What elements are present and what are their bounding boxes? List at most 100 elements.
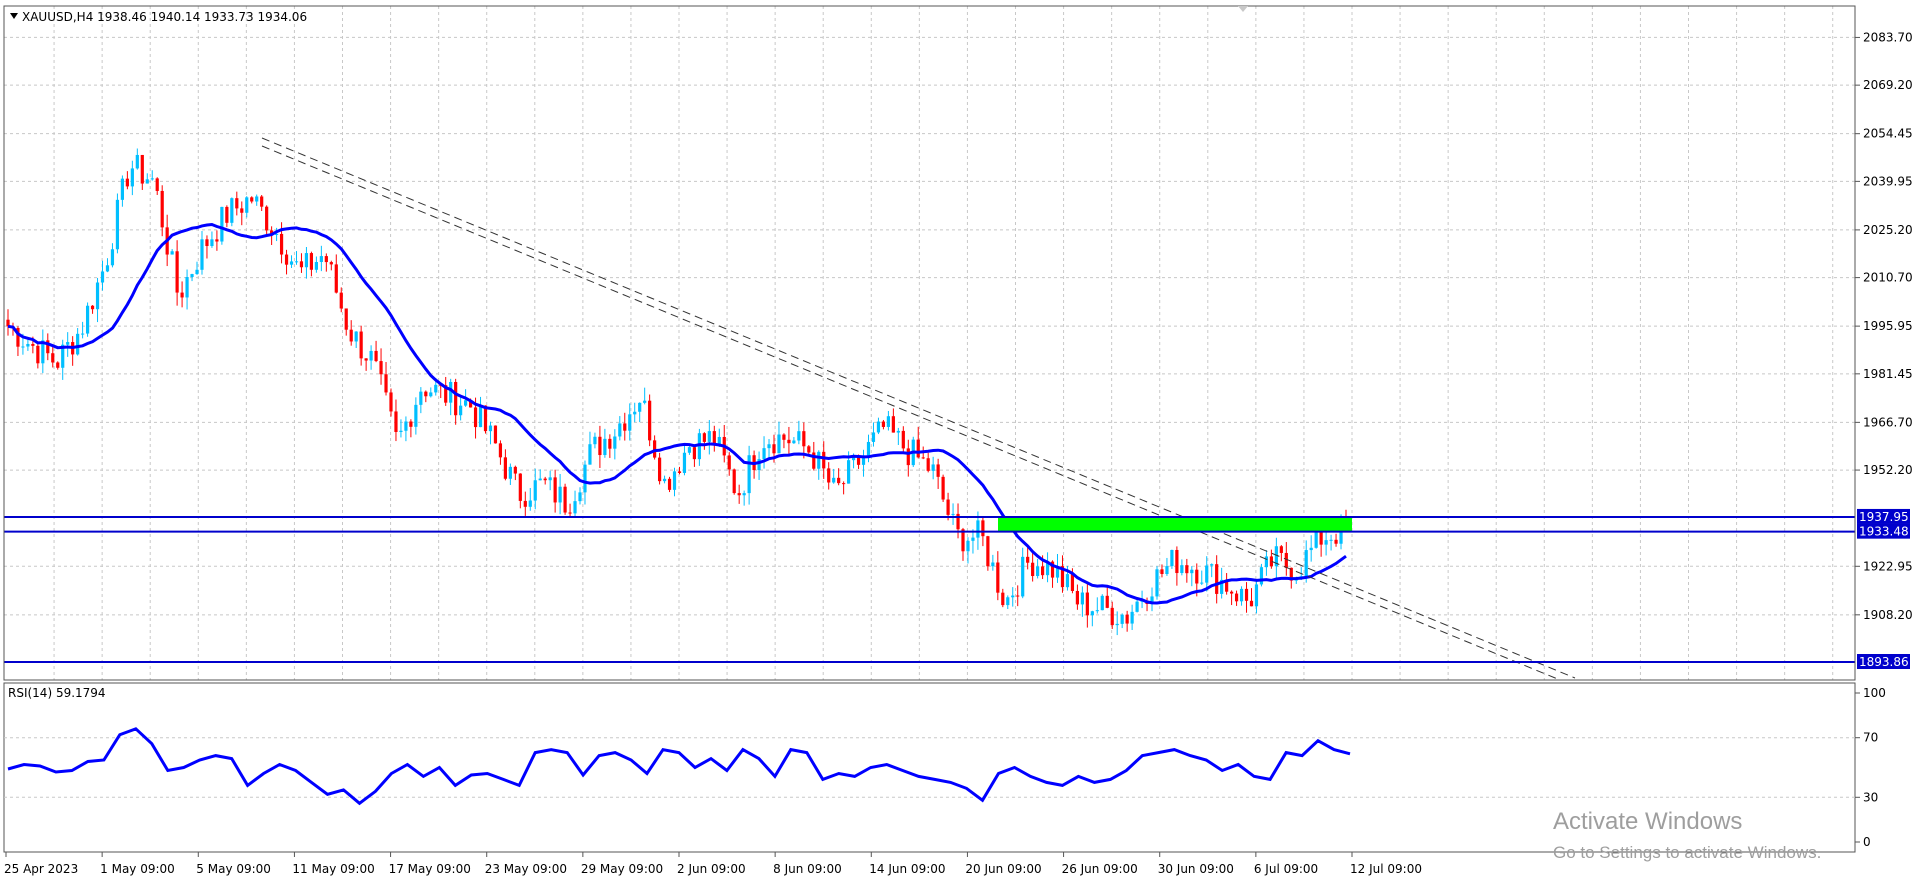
candle-body — [260, 196, 264, 207]
candle-body — [1234, 593, 1239, 602]
candle-body — [762, 448, 766, 460]
candle-body — [334, 264, 338, 293]
candle-body — [643, 400, 647, 403]
candle-body — [1100, 595, 1104, 611]
time-tick-label: 17 May 09:00 — [389, 862, 471, 876]
candle-body — [657, 457, 662, 482]
candle-body — [598, 436, 602, 456]
candle-body — [434, 384, 438, 393]
price-tick-label: 1966.70 — [1863, 415, 1913, 429]
level-price-tag — [1857, 508, 1910, 524]
candle-body — [737, 493, 741, 496]
candle-body — [1269, 556, 1273, 567]
candle-body — [1309, 547, 1313, 551]
candle-body — [1150, 596, 1154, 604]
candle-body — [76, 333, 80, 355]
candle-body — [1254, 584, 1259, 607]
candle-body — [991, 562, 995, 567]
candle-body — [717, 436, 721, 446]
price-tick-label: 1908.20 — [1863, 608, 1913, 622]
candle-body — [16, 328, 20, 347]
candle-body — [1006, 597, 1010, 606]
candle-body — [180, 292, 184, 298]
candle-body — [66, 342, 70, 345]
candle-body — [354, 331, 358, 342]
candle-body — [389, 392, 393, 412]
time-tick-label: 6 Jul 09:00 — [1254, 862, 1318, 876]
price-tick-label: 1995.95 — [1863, 319, 1913, 333]
candle-body — [1031, 562, 1035, 577]
candle-body — [837, 477, 841, 484]
candle-body — [503, 457, 507, 479]
trendline-channel[interactable] — [261, 137, 1576, 681]
candle-body — [961, 529, 965, 552]
candle-body — [493, 425, 498, 444]
candle-body — [36, 345, 40, 364]
candlestick-series — [6, 148, 1348, 636]
candle-body — [429, 392, 433, 397]
candle-body — [215, 239, 219, 242]
candle-body — [827, 468, 831, 483]
candle-body — [1075, 590, 1080, 605]
candle-body — [1120, 614, 1124, 624]
candle-body — [856, 456, 861, 465]
candle-body — [916, 439, 920, 458]
candle-body — [1125, 614, 1129, 624]
candle-body — [727, 455, 731, 470]
candle-body — [145, 179, 149, 184]
candle-body — [871, 432, 876, 442]
candle-body — [1289, 567, 1293, 581]
price-axis[interactable]: 2083.70 2069.20 2054.45 2039.95 2025.20 2010.… — [1855, 30, 1913, 622]
candle-body — [255, 196, 259, 202]
candle-body — [847, 460, 851, 484]
candle-body — [881, 421, 886, 427]
chart-menu-triangle-icon[interactable] — [10, 13, 18, 19]
candle-body — [568, 512, 572, 514]
candle-body — [1105, 595, 1109, 608]
candle-body — [876, 421, 881, 433]
candle-body — [1324, 540, 1328, 545]
candle-body — [986, 536, 990, 567]
candle-body — [46, 340, 50, 354]
candle-body — [1180, 565, 1184, 574]
candle-body — [1259, 567, 1264, 585]
candle-body — [941, 476, 945, 500]
main-grid — [4, 6, 1855, 680]
candle-body — [31, 343, 35, 346]
candle-body — [1244, 588, 1249, 601]
rsi-pane[interactable]: RSI(14) 59.1794 100 70 30 0 — [3, 682, 1886, 853]
candle-body — [344, 308, 348, 330]
candle-body — [682, 452, 687, 473]
candle-body — [409, 421, 413, 427]
level-price-tag — [1857, 654, 1910, 669]
price-tick-label: 1981.45 — [1863, 367, 1913, 381]
resistance-zone[interactable] — [998, 516, 1352, 532]
candle-body — [235, 198, 239, 209]
candle-body — [150, 178, 154, 180]
candle-body — [677, 471, 682, 473]
candle-body — [508, 466, 512, 479]
rsi-line — [7, 727, 1351, 806]
candle-body — [1329, 539, 1333, 541]
candle-body — [155, 178, 159, 191]
candle-body — [931, 464, 935, 471]
candle-body — [6, 319, 10, 327]
price-tick-label: 1952.20 — [1863, 463, 1913, 477]
shift-marker-icon[interactable] — [1238, 6, 1248, 12]
candle-body — [56, 362, 60, 368]
trendline-upper[interactable] — [261, 137, 1576, 679]
candle-body — [812, 452, 816, 469]
candle-body — [996, 562, 1000, 593]
candle-body — [618, 423, 622, 437]
level-price-label: 1893.86 — [1859, 655, 1909, 669]
candle-body — [120, 178, 125, 200]
candle-body — [1334, 539, 1338, 544]
candle-body — [822, 451, 826, 469]
candle-body — [449, 381, 453, 403]
price-tick-label: 2083.70 — [1863, 30, 1913, 44]
time-axis[interactable]: 25 Apr 2023 1 May 09:00 5 May 09:00 11 May … — [4, 852, 1422, 876]
candle-body — [1115, 623, 1119, 626]
